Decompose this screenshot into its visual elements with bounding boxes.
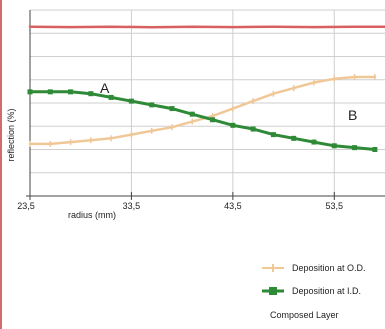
series-point-2 xyxy=(27,89,33,95)
legend-swatch-od xyxy=(262,263,284,273)
legend-label-composed: Composed Layer xyxy=(270,310,339,320)
legend-label-id: Deposition at I.D. xyxy=(292,286,362,296)
legend-swatch-id xyxy=(262,286,284,296)
series-point-2 xyxy=(108,94,114,100)
series-point-2 xyxy=(372,147,378,152)
series-point-2 xyxy=(128,98,134,104)
grid-layer xyxy=(29,9,385,197)
legend-label-od: Deposition at O.D. xyxy=(292,263,366,273)
series-point-2 xyxy=(352,145,358,151)
x-tick-label: 43,5 xyxy=(224,201,242,211)
series-line-3 xyxy=(28,25,385,29)
series-point-2 xyxy=(169,106,175,112)
series-point-2 xyxy=(68,89,74,95)
series-point-2 xyxy=(149,102,155,108)
series-point-2 xyxy=(210,117,216,123)
legend-item-id: Deposition at I.D. xyxy=(262,283,361,299)
series-point-2 xyxy=(189,111,195,117)
axis-layer: 23,5 33,5 43,5 53,5 xyxy=(17,10,385,211)
annotation-b: B xyxy=(348,107,357,123)
annotation-a: A xyxy=(100,80,110,96)
series-point-2 xyxy=(250,126,256,132)
x-tick-label: 53,5 xyxy=(326,201,344,211)
series-point-2 xyxy=(291,135,297,141)
series-point-2 xyxy=(270,132,276,138)
legend-item-composed: Composed Layer xyxy=(262,307,339,323)
x-tick-label: 23,5 xyxy=(17,201,35,211)
series-line-2 xyxy=(28,90,377,151)
x-axis-label: radius (mm) xyxy=(68,210,116,220)
series-point-2 xyxy=(47,89,53,95)
series-point-2 xyxy=(331,143,337,149)
legend-item-od: Deposition at O.D. xyxy=(262,260,366,276)
y-axis-label: reflection (%) xyxy=(6,108,16,161)
series-layer xyxy=(27,25,385,152)
series-line-1 xyxy=(28,75,377,146)
series-point-2 xyxy=(230,122,236,128)
series-point-2 xyxy=(311,139,317,145)
x-tick-label: 33,5 xyxy=(123,201,141,211)
series-point-2 xyxy=(88,91,94,97)
